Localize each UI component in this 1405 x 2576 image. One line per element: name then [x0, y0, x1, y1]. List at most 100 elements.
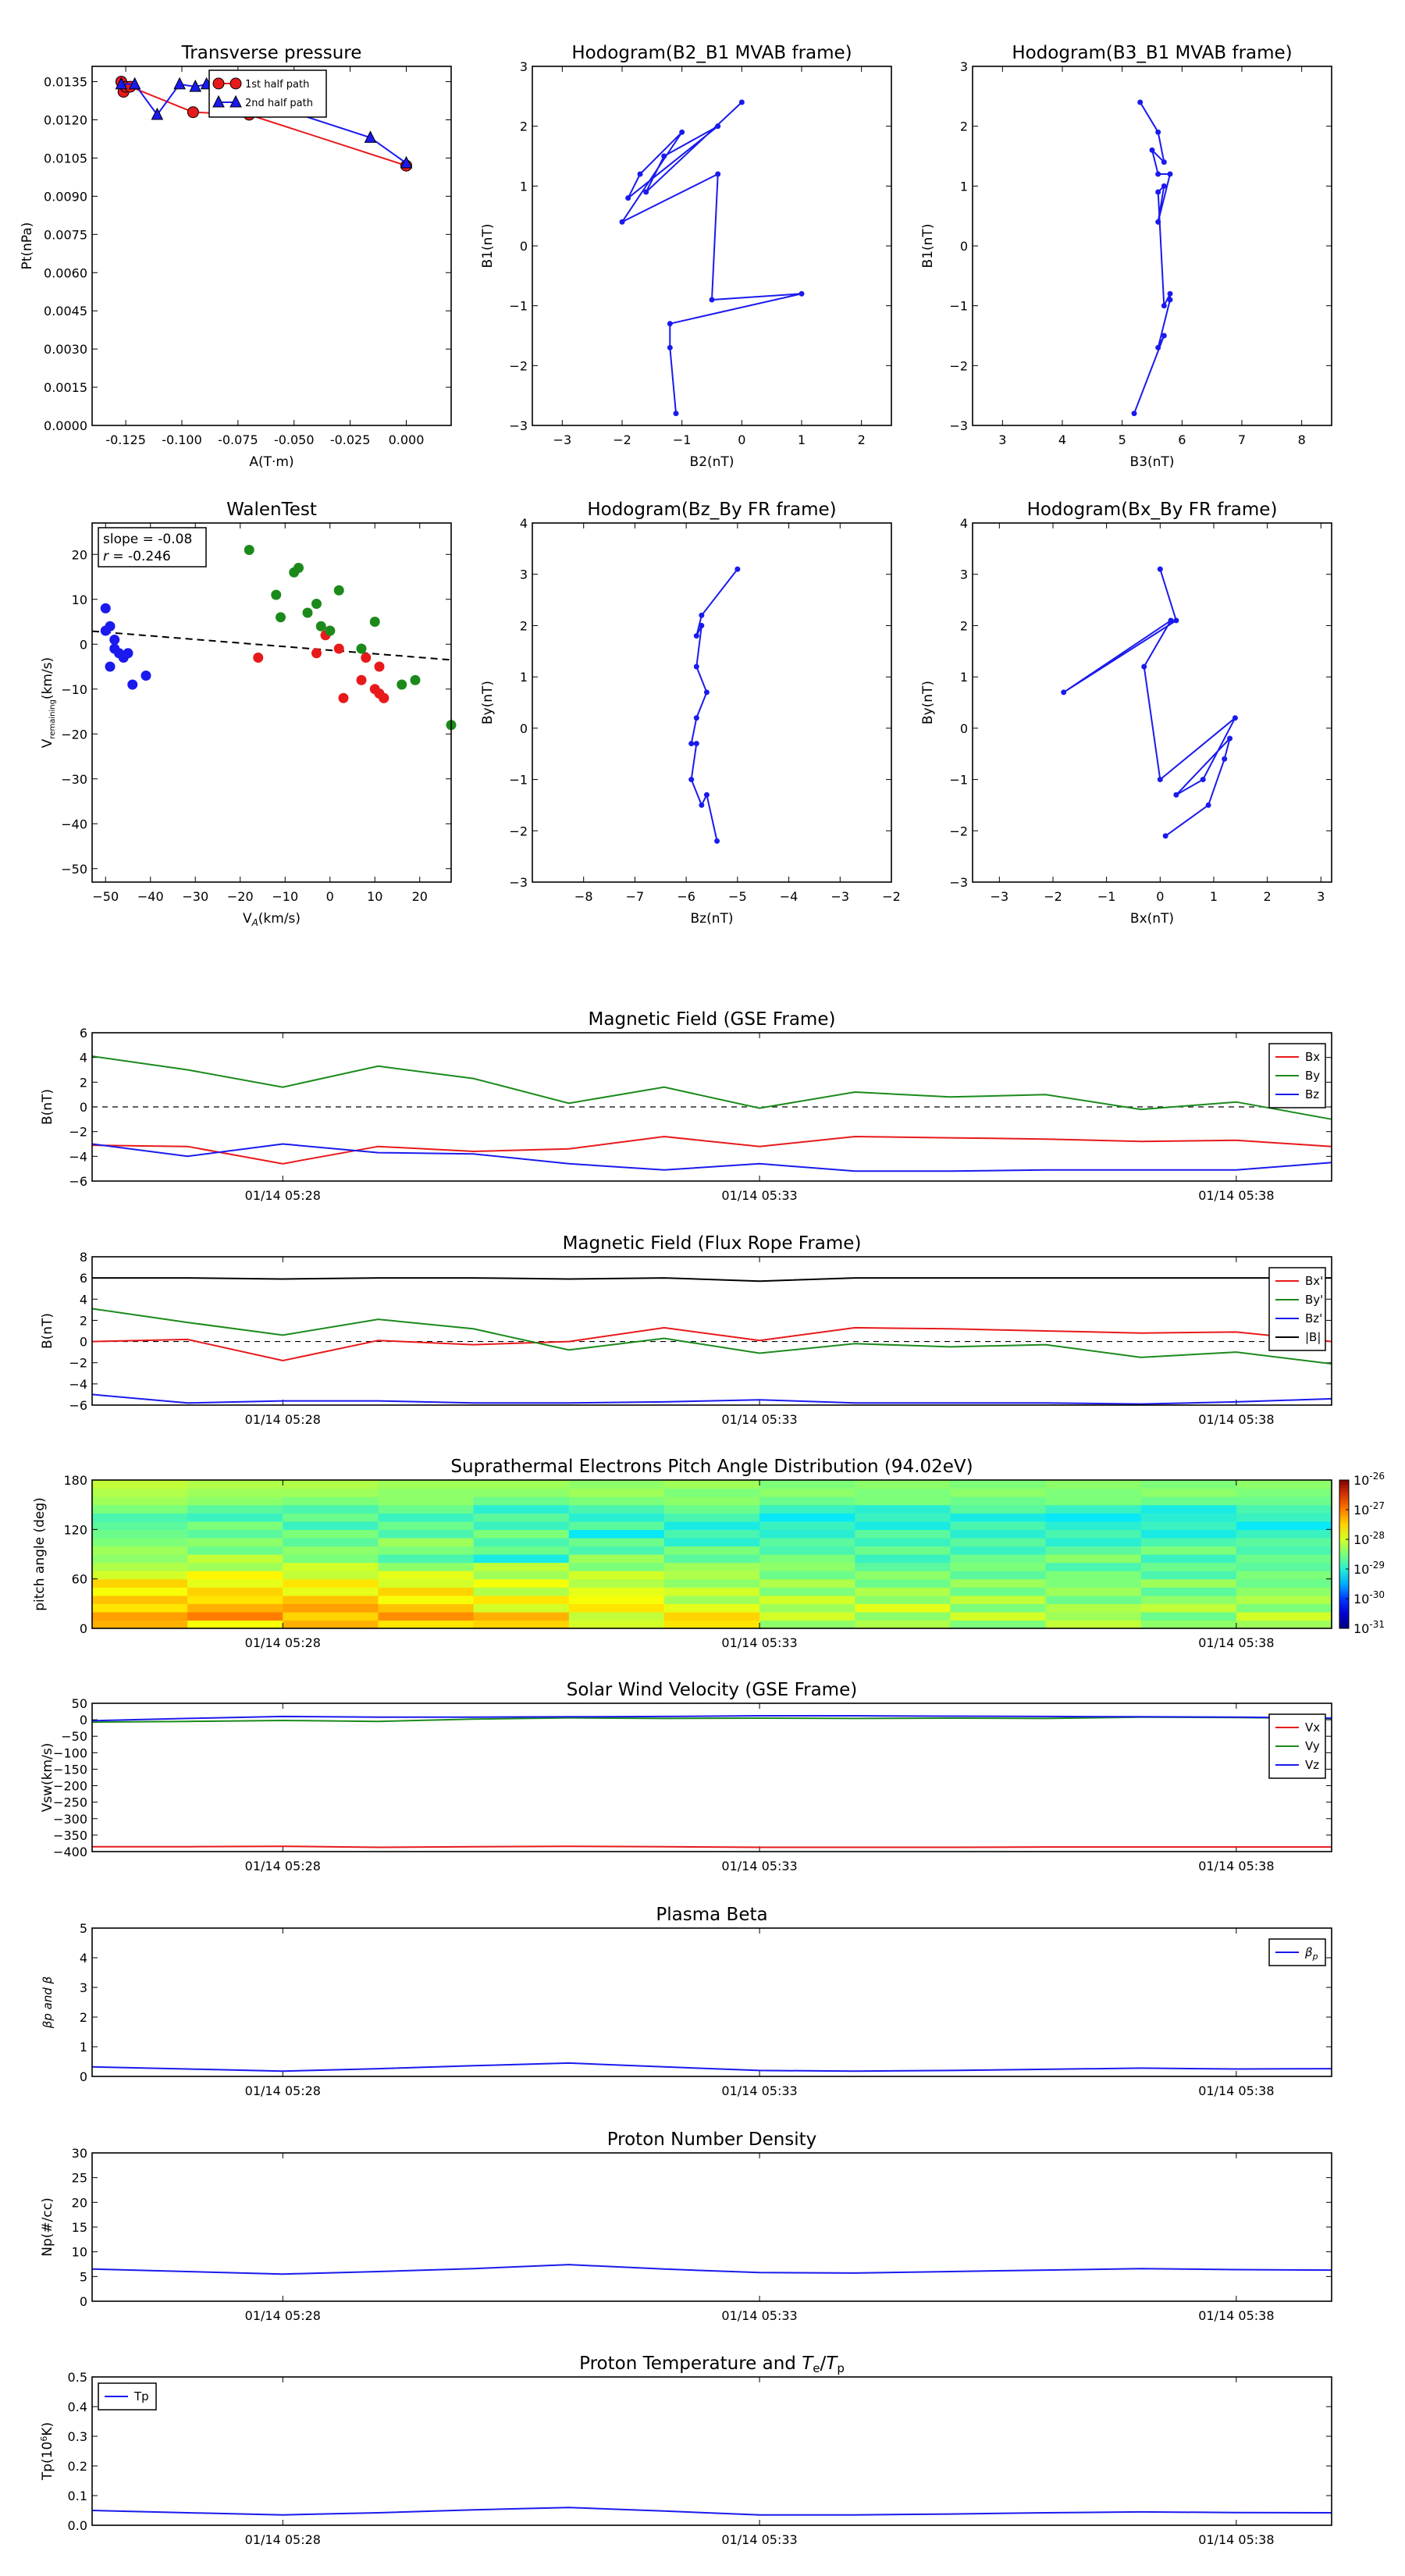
solar-wind-velocity-series-vz-line [91, 1715, 1332, 1722]
pitch-angle-distribution-colorbar-label: 10-29 [1353, 1560, 1385, 1577]
pitch-angle-distribution-cell [473, 1587, 570, 1596]
pitch-angle-distribution-cell [663, 1546, 760, 1555]
hodogram-b3-b1-series-0-point [1137, 99, 1144, 105]
pitch-angle-distribution-cell [1045, 1620, 1142, 1629]
pitch-angle-distribution-cell [283, 1521, 379, 1530]
proton-temperature-series-tp-line [91, 2507, 1332, 2516]
pitch-angle-distribution-cell [1045, 1595, 1142, 1604]
proton-density-ytick-label: 5 [80, 2269, 87, 2284]
pitch-angle-distribution-cell [568, 1554, 665, 1564]
walen-test-series-2-point [271, 589, 282, 600]
pitch-angle-distribution-cell [1236, 1488, 1332, 1497]
magnetic-field-gse-ylabel: B(nT) [40, 1089, 55, 1125]
pitch-angle-distribution-cell [1045, 1571, 1142, 1580]
hodogram-b3-b1-ytick-label: −2 [949, 358, 968, 373]
hodogram-bx-by-series-0-point [1173, 617, 1179, 624]
pitch-angle-distribution-cell [1140, 1504, 1237, 1514]
plasma-beta-series--p-line [91, 2062, 1332, 2073]
pitch-angle-distribution-cell [759, 1521, 855, 1530]
walen-test-series-0-point [127, 679, 138, 690]
plasma-beta-ylabel: βp and β [41, 1976, 55, 2029]
hodogram-bz-by-series-0-point [693, 633, 699, 639]
walen-test-series-1-point [253, 653, 264, 663]
pitch-angle-distribution-cell [1140, 1488, 1237, 1497]
pitch-angle-distribution-cell [92, 1571, 188, 1580]
hodogram-bz-by-frame [532, 522, 892, 883]
pitch-angle-distribution-cell [283, 1578, 379, 1588]
pitch-angle-distribution-cell [473, 1578, 570, 1588]
magnetic-field-gse-title: Magnetic Field (GSE Frame) [589, 1009, 836, 1030]
solar-wind-velocity-xtick-label: 01/14 05:38 [1198, 1859, 1274, 1873]
magnetic-field-fr-ylabel: B(nT) [40, 1313, 55, 1349]
hodogram-b2-b1-xtick-label: 2 [858, 432, 866, 447]
transverse-pressure-legend-label: 1st half path [245, 79, 309, 91]
walen-test-series-2-point [325, 625, 336, 636]
hodogram-bz-by-series-0-point [693, 664, 699, 670]
pitch-angle-distribution-cell [1045, 1546, 1142, 1555]
hodogram-b3-b1-series-0-point [1161, 159, 1167, 165]
hodogram-b3-b1-ytick-label: 1 [960, 179, 968, 194]
magnetic-field-fr-legend-label: Bz' [1305, 1311, 1322, 1325]
pitch-angle-distribution-cell [378, 1537, 475, 1547]
pitch-angle-distribution-cell [1140, 1537, 1237, 1547]
pitch-angle-distribution-cell [378, 1562, 475, 1571]
pitch-angle-distribution-cell [473, 1504, 570, 1514]
pitch-angle-distribution-cell [950, 1529, 1047, 1539]
walen-test-xtick-label: −40 [137, 889, 164, 904]
pitch-angle-distribution-cell [1236, 1603, 1332, 1613]
pitch-angle-distribution-cell [1045, 1611, 1142, 1621]
pitch-angle-distribution-cell [378, 1504, 475, 1514]
pitch-angle-distribution-cell [473, 1603, 570, 1613]
hodogram-bx-by-series-0-point [1168, 617, 1174, 624]
pitch-angle-distribution-cell [759, 1554, 855, 1564]
magnetic-field-gse-xtick-label: 01/14 05:33 [721, 1188, 797, 1203]
walen-test-ytick-label: 0 [80, 637, 87, 652]
pitch-angle-distribution-cell [950, 1603, 1047, 1613]
hodogram-bx-by-ytick-label: 0 [960, 721, 968, 736]
pitch-angle-distribution-cell [1045, 1480, 1142, 1489]
pitch-angle-distribution-cell [855, 1554, 951, 1564]
pitch-angle-distribution-cell [92, 1620, 188, 1629]
hodogram-b3-b1-series-0-point [1155, 129, 1161, 135]
pitch-angle-distribution-cell [568, 1611, 665, 1621]
plasma-beta-ytick-label: 0 [80, 2069, 87, 2084]
hodogram-bz-by-series-0-point [699, 612, 705, 618]
pitch-angle-distribution-ytick-label: 120 [63, 1522, 87, 1537]
pitch-angle-distribution-cell [1045, 1554, 1142, 1564]
magnetic-field-gse-frame [91, 1032, 1332, 1182]
hodogram-bz-by-series-0-point [735, 566, 741, 572]
magnetic-field-fr-ytick-label: 8 [80, 1250, 87, 1265]
hodogram-bz-by-ytick-label: 4 [520, 516, 528, 531]
pitch-angle-distribution-cell [473, 1496, 570, 1506]
magnetic-field-gse-legend-label: Bx [1305, 1050, 1320, 1064]
pitch-angle-distribution-cell [1140, 1611, 1237, 1621]
hodogram-bz-by-xtick-label: −7 [626, 889, 645, 904]
pitch-angle-distribution-cell [473, 1595, 570, 1604]
pitch-angle-distribution-cell [473, 1562, 570, 1571]
proton-density-ytick-label: 15 [72, 2220, 87, 2235]
walen-test-annotation-slope: slope = -0.08 [103, 532, 192, 547]
hodogram-b2-b1-ytick-label: 3 [520, 59, 528, 74]
pitch-angle-distribution-cell [663, 1513, 760, 1522]
magnetic-field-gse-series-bz-line [91, 1143, 1332, 1172]
transverse-pressure-xtick-label: -0.100 [162, 432, 202, 447]
pitch-angle-distribution-cell [378, 1554, 475, 1564]
hodogram-bx-by-xtick-label: −2 [1044, 889, 1062, 904]
magnetic-field-fr-series-bx--line [91, 1326, 1332, 1362]
hodogram-bz-by-series-0-line [690, 568, 738, 841]
pitch-angle-distribution-cell [187, 1488, 283, 1497]
hodogram-bx-by-ytick-label: 1 [960, 670, 968, 685]
transverse-pressure-legend [208, 69, 327, 118]
pitch-angle-distribution-cell [1140, 1529, 1237, 1539]
hodogram-b3-b1-series-0-point [1161, 303, 1167, 309]
pitch-angle-distribution-cell [1140, 1595, 1237, 1604]
hodogram-b3-b1-ytick-label: −3 [949, 418, 968, 433]
pitch-angle-distribution-cell [1236, 1521, 1332, 1530]
transverse-pressure-series-2nd-half-path-point [151, 107, 164, 120]
pitch-angle-distribution-cell [1236, 1480, 1332, 1489]
pitch-angle-distribution-cell [663, 1537, 760, 1547]
pitch-angle-distribution-cell [663, 1504, 760, 1514]
pitch-angle-distribution-cell [568, 1496, 665, 1506]
pitch-angle-distribution-cell [378, 1578, 475, 1588]
pitch-angle-distribution-cell [663, 1620, 760, 1629]
